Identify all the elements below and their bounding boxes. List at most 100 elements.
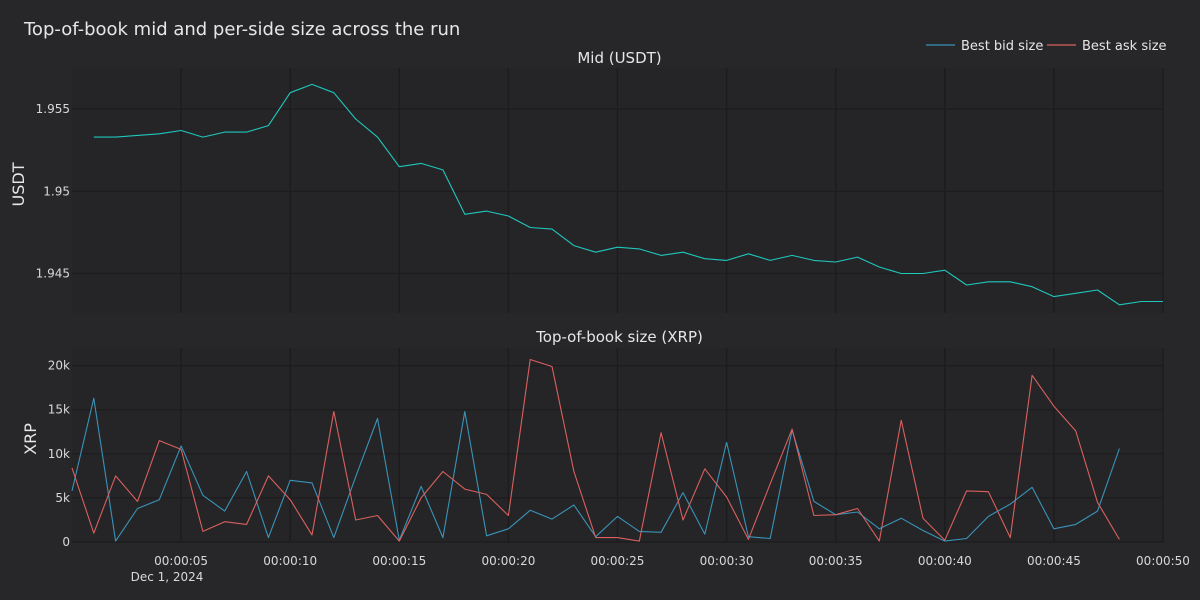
size-data-point [159, 440, 160, 441]
size-data-point [1075, 430, 1076, 431]
size-data-point [1031, 375, 1032, 376]
size-data-point [224, 511, 225, 512]
x-axis-date-label: Dec 1, 2024 [131, 570, 204, 584]
size-data-point [551, 518, 552, 519]
size-data-point [508, 528, 509, 529]
mid-y-tick-label: 1.955 [36, 102, 70, 116]
size-data-point [464, 411, 465, 412]
size-data-point [573, 471, 574, 472]
mid-data-point [268, 125, 269, 126]
size-data-point [988, 516, 989, 517]
mid-data-point [355, 118, 356, 119]
size-data-point [901, 420, 902, 421]
size-data-point [115, 475, 116, 476]
x-tick-label: 00:00:35 [809, 554, 863, 568]
size-data-point [181, 445, 182, 446]
mid-panel-title: Mid (USDT) [577, 49, 661, 67]
size-data-point [901, 518, 902, 519]
size-data-point [704, 468, 705, 469]
mid-data-point [202, 136, 203, 137]
mid-data-point [966, 284, 967, 285]
size-data-point [137, 501, 138, 502]
mid-data-point [311, 84, 312, 85]
size-data-point [988, 491, 989, 492]
legend[interactable]: Best bid size Best ask size [926, 39, 1167, 54]
size-data-point [813, 515, 814, 516]
size-data-point [246, 471, 247, 472]
size-data-point [595, 537, 596, 538]
x-tick-label: 00:00:50 [1136, 554, 1190, 568]
mid-data-point [1053, 296, 1054, 297]
x-tick-label: 00:00:10 [263, 554, 317, 568]
mid-data-point [1010, 281, 1011, 282]
size-data-point [770, 483, 771, 484]
mid-data-point [115, 136, 116, 137]
size-data-point [1031, 487, 1032, 488]
size-series-line-best-ask-size [71, 358, 1120, 542]
mid-price-panel: 1.945 1.95 1.955 Mid (USDT) USDT [9, 49, 1164, 313]
size-data-point [421, 497, 422, 498]
size-y-tick-label: 15k [48, 403, 70, 417]
mid-data-point [617, 247, 618, 248]
mid-data-point [988, 281, 989, 282]
mid-data-point [442, 169, 443, 170]
mid-data-point [813, 260, 814, 261]
size-panel: 0 5k 10k 15k 20k Top-of-book size (XRP) XRP [21, 328, 1164, 549]
mid-data-point [1075, 293, 1076, 294]
mid-y-ticks: 1.945 1.95 1.955 [36, 102, 70, 280]
mid-data-point [530, 227, 531, 228]
mid-data-point [246, 132, 247, 133]
legend-label-ask: Best ask size [1082, 39, 1167, 54]
size-data-point [93, 398, 94, 399]
mid-data-point [93, 136, 94, 137]
size-data-point [486, 535, 487, 536]
size-data-point [770, 538, 771, 539]
size-data-point [333, 411, 334, 412]
size-data-point [748, 539, 749, 540]
mid-series-line-0 [93, 83, 1163, 306]
size-data-point [355, 519, 356, 520]
size-data-point [639, 541, 640, 542]
mid-gridlines [72, 68, 1164, 313]
size-data-point [1010, 537, 1011, 538]
size-data-point [661, 432, 662, 433]
size-data-point [421, 486, 422, 487]
mid-data-point [704, 258, 705, 259]
size-data-point [813, 501, 814, 502]
mid-data-point [835, 261, 836, 262]
mid-data-point [595, 252, 596, 253]
size-data-point [181, 449, 182, 450]
mid-data-point [377, 136, 378, 137]
size-data-point [857, 508, 858, 509]
size-data-point [944, 540, 945, 541]
x-tick-label: 00:00:45 [1027, 554, 1081, 568]
mid-data-point [159, 133, 160, 134]
size-panel-title: Top-of-book size (XRP) [535, 328, 703, 346]
mid-data-point [333, 92, 334, 93]
size-data-point [311, 482, 312, 483]
size-data-point [530, 510, 531, 511]
size-data-point [1097, 511, 1098, 512]
size-series [71, 358, 1120, 542]
size-data-point [1053, 528, 1054, 529]
size-data-point [530, 359, 531, 360]
size-data-point [879, 541, 880, 542]
size-data-point [333, 537, 334, 538]
mid-data-point [224, 132, 225, 133]
size-data-point [224, 521, 225, 522]
size-data-point [93, 533, 94, 534]
size-data-point [290, 499, 291, 500]
mid-data-point [508, 215, 509, 216]
size-data-point [922, 530, 923, 531]
x-tick-label: 00:00:20 [481, 554, 535, 568]
size-data-point [442, 537, 443, 538]
size-y-tick-label: 0 [62, 535, 70, 549]
mid-data-point [1097, 289, 1098, 290]
mid-data-point [290, 92, 291, 93]
size-data-point [137, 508, 138, 509]
mid-data-point [1119, 304, 1120, 305]
size-data-point [159, 499, 160, 500]
size-data-point [835, 514, 836, 515]
mid-y-tick-label: 1.95 [43, 184, 70, 198]
size-data-point [639, 531, 640, 532]
